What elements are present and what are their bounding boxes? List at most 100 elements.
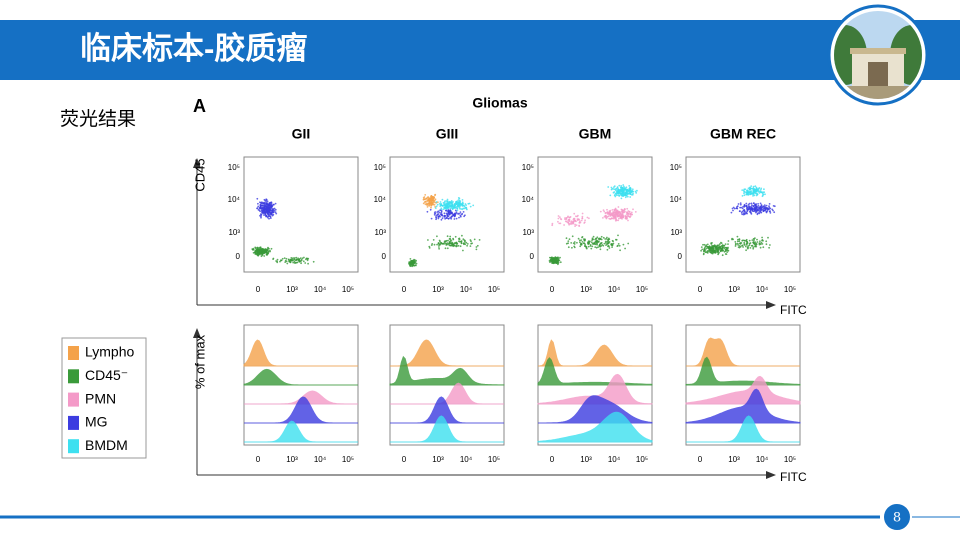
dot <box>618 184 621 187</box>
legend-swatch <box>68 392 79 407</box>
hist-x-tick: 10³ <box>432 455 444 464</box>
histogram <box>685 388 801 424</box>
dot <box>565 217 568 219</box>
dot <box>753 242 755 245</box>
dot <box>450 242 453 245</box>
dot <box>705 247 708 250</box>
dot <box>563 224 565 226</box>
dot <box>458 212 461 215</box>
dot <box>630 190 633 193</box>
dot <box>772 209 774 212</box>
dot <box>763 188 765 191</box>
dot <box>430 206 432 209</box>
dot <box>431 200 434 202</box>
dot <box>472 204 475 207</box>
dot <box>450 201 452 203</box>
dot <box>441 198 444 201</box>
dot <box>749 247 752 249</box>
dot <box>435 205 438 208</box>
dot <box>700 249 702 252</box>
dot <box>447 209 450 212</box>
dot <box>567 221 570 224</box>
dot <box>446 203 448 205</box>
dot <box>448 210 450 213</box>
dot <box>464 214 466 217</box>
dot <box>453 215 456 218</box>
dot <box>607 241 610 243</box>
dot <box>451 208 454 211</box>
dot <box>741 213 744 216</box>
dot <box>571 246 573 249</box>
dot <box>765 240 768 243</box>
dot <box>583 238 586 241</box>
dot <box>439 215 441 218</box>
dot <box>476 244 479 247</box>
dot <box>258 207 261 210</box>
scatter-x-tick: 10⁴ <box>756 285 769 294</box>
x-axis-label: FITC <box>780 303 807 317</box>
histogram <box>686 415 800 443</box>
scatter-y-tick: 10³ <box>670 228 682 237</box>
dot <box>599 245 601 248</box>
dot <box>609 194 612 197</box>
dot <box>754 185 757 188</box>
scatter-y-tick: 10³ <box>374 228 386 237</box>
legend-label: MG <box>85 414 108 430</box>
dot <box>466 244 468 247</box>
dot <box>584 219 586 222</box>
dot <box>409 262 412 264</box>
dot <box>283 257 286 259</box>
dot <box>289 258 292 261</box>
dot <box>257 205 260 208</box>
dot <box>259 251 262 253</box>
dot <box>605 217 608 220</box>
dot <box>700 246 703 249</box>
dot <box>616 187 619 189</box>
dot <box>295 261 298 264</box>
dot <box>732 209 734 212</box>
dot <box>438 239 441 242</box>
dot <box>743 205 746 208</box>
dot <box>436 203 439 206</box>
dot <box>427 239 429 241</box>
dot <box>307 262 309 265</box>
dot <box>475 246 478 248</box>
dot <box>744 245 747 248</box>
scatter-dots <box>548 184 638 266</box>
dot <box>607 186 610 188</box>
dot <box>716 251 719 254</box>
dot <box>737 203 740 205</box>
dot <box>754 210 757 213</box>
dot <box>621 190 624 193</box>
logo <box>827 4 929 106</box>
dot <box>478 239 481 241</box>
dot <box>763 191 766 194</box>
dot <box>626 188 629 191</box>
dot <box>434 211 437 213</box>
column-title: GBM REC <box>710 126 776 142</box>
dot <box>260 204 262 207</box>
dot <box>289 260 292 263</box>
dot <box>429 208 432 211</box>
dot <box>554 257 557 260</box>
dot <box>268 210 271 213</box>
dot <box>607 242 610 245</box>
dot <box>439 201 442 203</box>
dot <box>617 194 620 197</box>
dot <box>263 214 265 216</box>
dot <box>604 241 607 244</box>
dot <box>436 235 438 238</box>
dot <box>752 195 754 197</box>
dot <box>564 217 566 219</box>
scatter-y-tick: 10⁴ <box>228 195 241 204</box>
dot <box>749 242 752 244</box>
dot <box>597 246 599 249</box>
header-band <box>0 20 960 80</box>
dot <box>301 257 304 260</box>
dot <box>762 210 765 213</box>
dot <box>712 247 714 250</box>
dot <box>718 251 720 254</box>
dot <box>425 202 428 205</box>
dot <box>260 247 263 250</box>
dot <box>757 205 760 207</box>
